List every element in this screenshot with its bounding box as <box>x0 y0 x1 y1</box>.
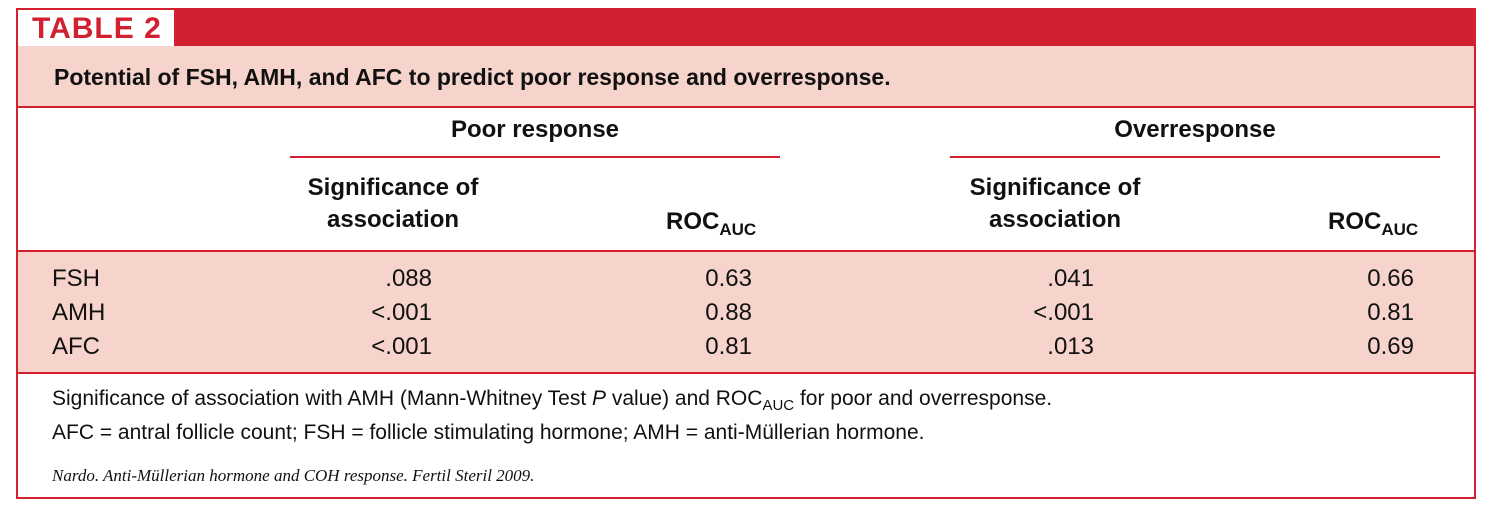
footnote-subscript: AUC <box>762 397 795 414</box>
column-header-poor-roc: ROCAUC <box>666 206 756 246</box>
column-header-line1: Significance of <box>307 174 479 201</box>
citation: Nardo. Anti-Müllerian hormone and COH re… <box>52 466 535 485</box>
cell-poor-significance: .088 <box>385 265 432 292</box>
column-header-over-significance: Significance of association <box>950 172 1160 236</box>
group-header-overresponse: Overresponse <box>1114 116 1276 143</box>
table-body <box>18 250 1474 374</box>
table-number-label: TABLE 2 <box>18 10 176 46</box>
group-rule-overresponse <box>950 156 1440 158</box>
cell-over-roc: 0.66 <box>1367 265 1414 292</box>
roc-subscript: AUC <box>719 220 757 239</box>
footnote-line2: AFC = antral follicle count; FSH = folli… <box>52 421 925 444</box>
column-header-line2: association <box>988 206 1122 233</box>
cell-over-roc: 0.81 <box>1367 299 1414 326</box>
cell-poor-significance: <.001 <box>371 299 432 326</box>
cell-poor-roc: 0.88 <box>705 299 752 326</box>
footnote-line1: Significance of association with AMH (Ma… <box>52 382 1052 423</box>
table-frame: TABLE 2 Potential of FSH, AMH, and AFC t… <box>16 8 1476 499</box>
row-label-amh: AMH <box>52 299 106 326</box>
table-caption: Potential of FSH, AMH, and AFC to predic… <box>54 64 891 90</box>
cell-poor-significance: <.001 <box>371 333 432 360</box>
column-header-line2: association <box>326 206 460 233</box>
cell-over-roc: 0.69 <box>1367 333 1414 360</box>
group-rule-poor-response <box>290 156 780 158</box>
cell-over-significance: <.001 <box>1033 299 1094 326</box>
roc-label: ROC <box>1328 208 1382 235</box>
caption-band: Potential of FSH, AMH, and AFC to predic… <box>18 46 1474 108</box>
cell-over-significance: .013 <box>1047 333 1094 360</box>
cell-poor-roc: 0.81 <box>705 333 752 360</box>
cell-poor-roc: 0.63 <box>705 265 752 292</box>
row-label-fsh: FSH <box>52 265 100 292</box>
row-label-afc: AFC <box>52 333 100 360</box>
footnote-text: value) and ROC <box>606 387 763 410</box>
footnote-text: for poor and overresponse. <box>794 387 1053 410</box>
footnote-text: Significance of association with AMH (Ma… <box>52 387 593 410</box>
table-header-bar <box>18 10 1474 46</box>
roc-label: ROC <box>666 208 720 235</box>
column-header-over-roc: ROCAUC <box>1328 206 1418 246</box>
column-header-poor-significance: Significance of association <box>288 172 498 236</box>
roc-subscript: AUC <box>1381 220 1419 239</box>
footnote-p-symbol: P <box>592 387 607 410</box>
cell-over-significance: .041 <box>1047 265 1094 292</box>
column-header-line1: Significance of <box>969 174 1141 201</box>
group-header-poor-response: Poor response <box>450 116 620 143</box>
